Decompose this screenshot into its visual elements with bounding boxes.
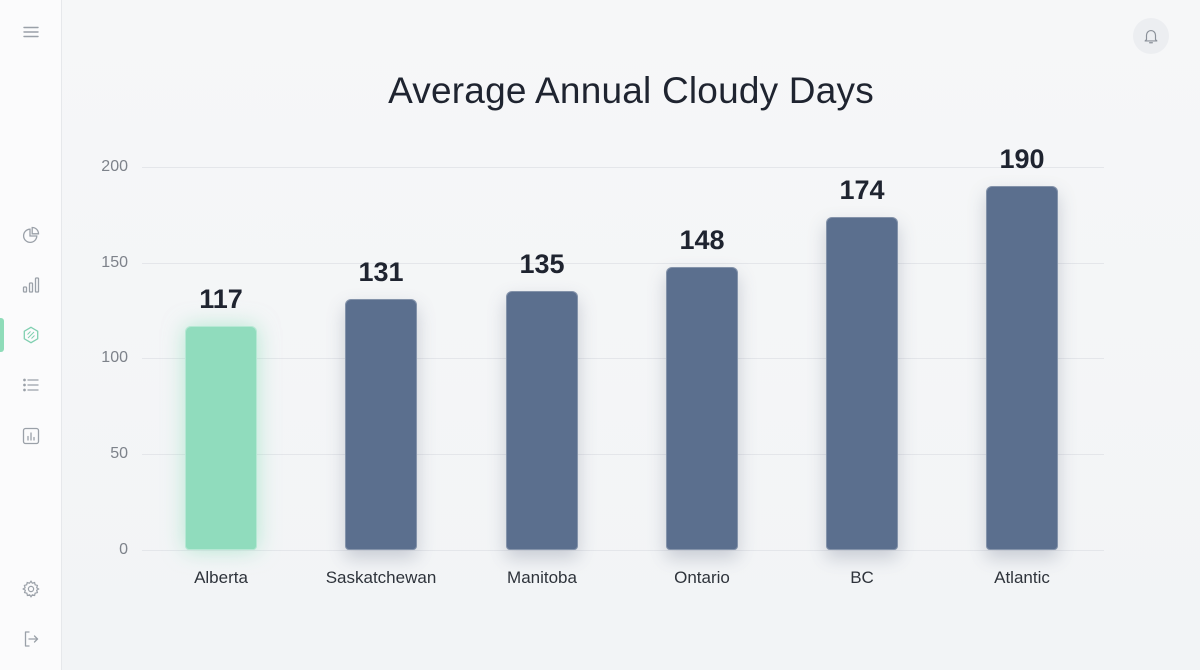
menu-button[interactable] — [19, 20, 43, 44]
x-axis-label: Ontario — [674, 568, 730, 587]
hamburger-menu-icon — [23, 26, 39, 38]
bar-value-label: 174 — [839, 174, 885, 205]
gridline-150 — [142, 263, 1104, 264]
y-tick-label: 200 — [101, 158, 128, 175]
pie-chart-icon — [22, 226, 40, 244]
gridline-0 — [142, 550, 1104, 551]
list-icon — [23, 378, 39, 392]
bar-value-label: 148 — [679, 224, 725, 255]
bell-icon — [1144, 30, 1158, 44]
bar-alberta[interactable] — [185, 325, 257, 550]
bar-chart-icon — [22, 277, 40, 293]
bar-atlantic[interactable] — [986, 186, 1058, 550]
gear-icon — [22, 580, 40, 598]
logout-button[interactable] — [19, 627, 43, 651]
bar-ontario[interactable] — [666, 266, 738, 550]
x-axis-label: Manitoba — [507, 568, 577, 587]
chart-report-icon — [22, 427, 40, 445]
x-axis-label: Saskatchewan — [325, 568, 437, 587]
y-tick-label: 0 — [119, 541, 128, 558]
bar-saskatchewan[interactable] — [345, 299, 417, 550]
bar-chart: 0 50 100 150 200 117 Alberta 131 Saskatchew… — [62, 0, 1200, 670]
notifications-button[interactable] — [1133, 18, 1169, 54]
sidebar-item-bar-chart[interactable] — [19, 273, 43, 297]
chart-title: Average Annual Cloudy Days — [388, 70, 874, 111]
logout-icon — [24, 631, 39, 647]
bar-value-label: 190 — [999, 144, 1045, 175]
y-tick-label: 50 — [110, 445, 128, 462]
bar-bc[interactable] — [826, 216, 898, 550]
sidebar-item-pie-chart[interactable] — [19, 223, 43, 247]
bar-value-label: 117 — [199, 283, 243, 314]
active-indicator — [0, 318, 4, 352]
gridline-100 — [142, 358, 1104, 359]
y-tick-label: 150 — [101, 254, 128, 271]
sidebar-item-report[interactable] — [19, 424, 43, 448]
x-axis-label: Alberta — [194, 568, 248, 587]
y-tick-label: 100 — [101, 349, 128, 366]
sidebar — [0, 0, 62, 670]
x-axis-label: BC — [850, 568, 874, 587]
sidebar-item-list[interactable] — [19, 373, 43, 397]
sidebar-item-dataset[interactable] — [19, 323, 43, 347]
x-axis-label: Atlantic — [994, 568, 1050, 587]
gridline-50 — [142, 454, 1104, 455]
gridline-200 — [142, 167, 1104, 168]
hexagon-pattern-icon — [23, 326, 39, 344]
bar-manitoba[interactable] — [506, 291, 578, 550]
bar-value-label: 135 — [519, 249, 565, 280]
sidebar-item-settings[interactable] — [19, 577, 43, 601]
chart-panel: Average Annual Cloudy Days 0 50 100 150 … — [62, 0, 1200, 670]
bar-value-label: 131 — [358, 257, 404, 288]
